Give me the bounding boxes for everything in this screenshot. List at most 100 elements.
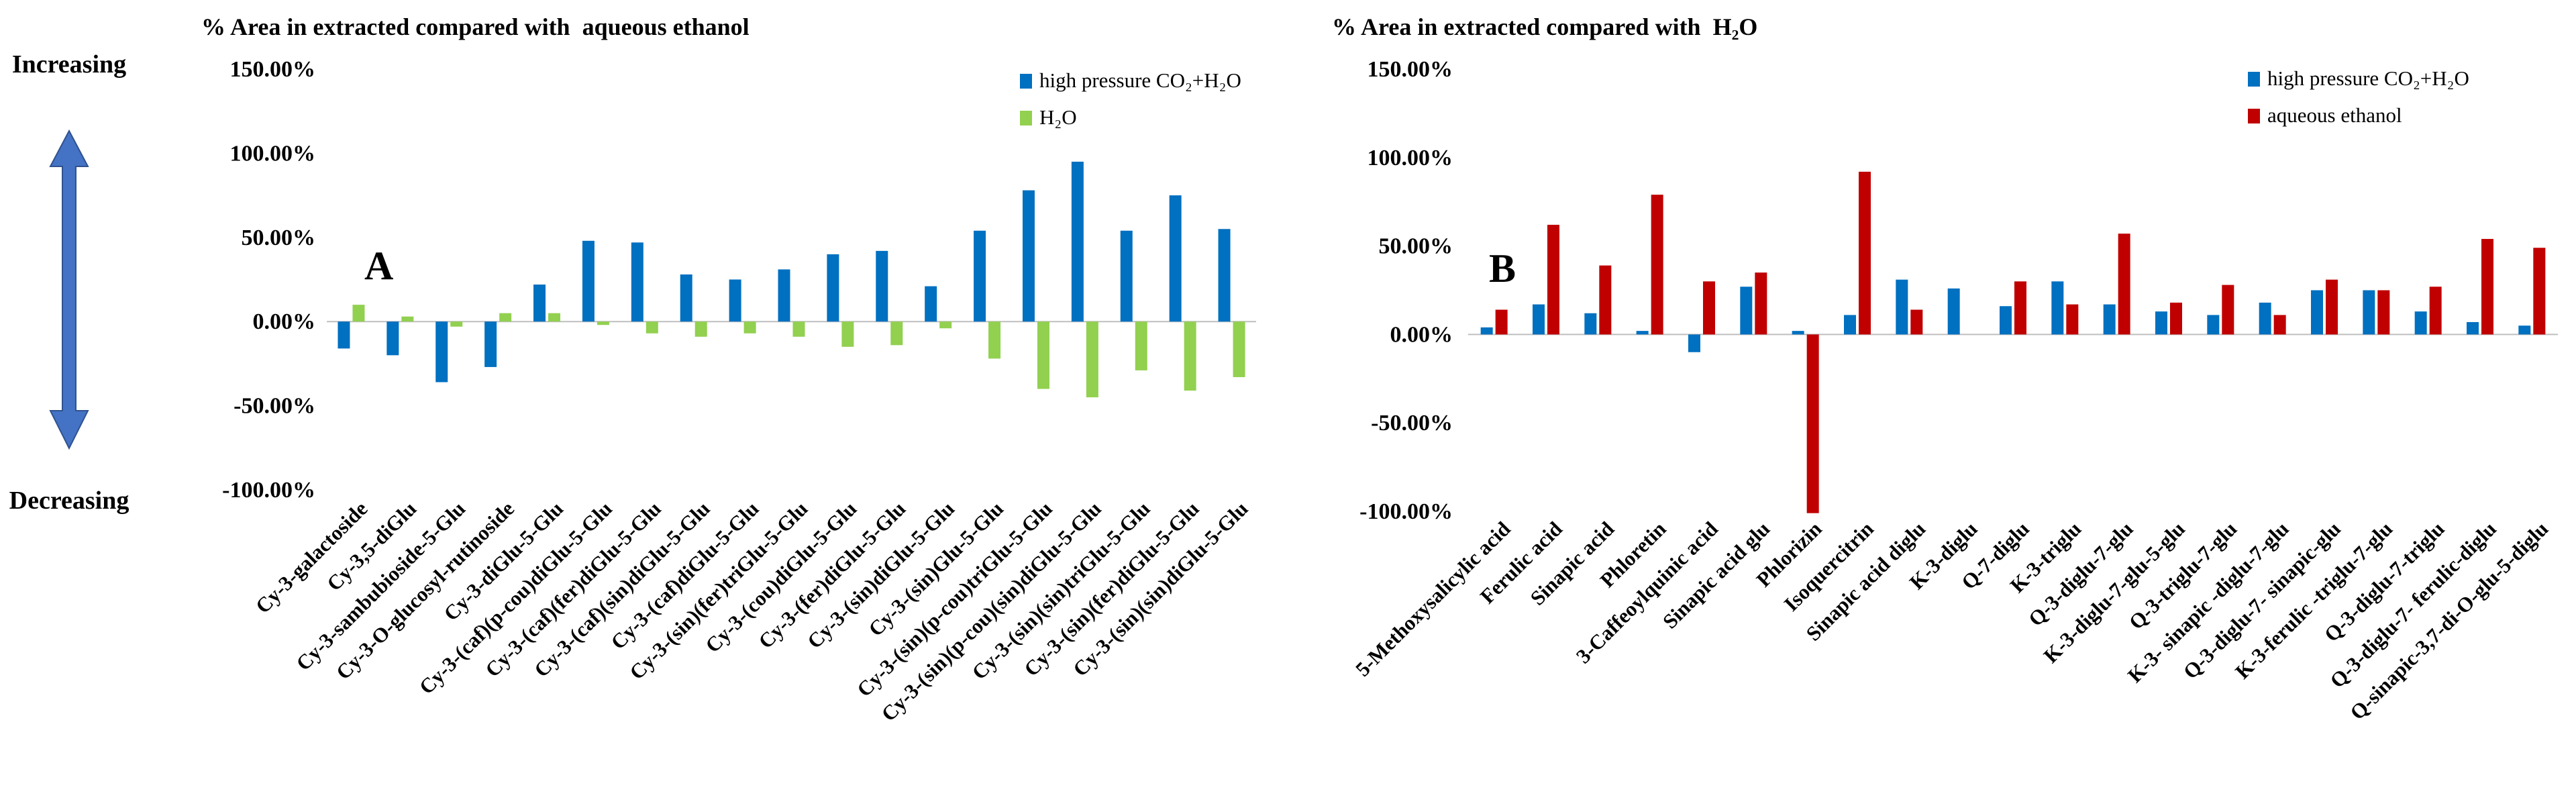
bar-b-s1-17 <box>2377 290 2390 335</box>
bar-a-s0-15 <box>1071 161 1084 322</box>
chart-a: % Area in extracted compared with aqueou… <box>201 13 1256 726</box>
bar-b-s1-15 <box>2273 315 2286 335</box>
bar-a-s0-12 <box>925 286 937 322</box>
bar-b-s1-1 <box>1547 224 1559 335</box>
bar-b-s1-7 <box>1859 171 1871 335</box>
bar-b-s0-12 <box>2103 304 2116 335</box>
chart-b-ytick-label: -100.00% <box>1359 499 1453 524</box>
legend-a-label-0: high pressure CO₂+H₂O <box>1039 68 1241 92</box>
bar-b-s1-18 <box>2429 287 2442 335</box>
chart-b-legend: high pressure CO₂+H₂O aqueous ethanol <box>2248 66 2469 127</box>
double-arrow-shape <box>49 129 89 450</box>
bar-a-s1-9 <box>792 321 805 337</box>
bar-a-s0-5 <box>582 240 595 322</box>
bar-a-s1-18 <box>1233 321 1245 377</box>
chart-b-bars <box>1480 171 2546 513</box>
bar-b-s1-4 <box>1703 281 1715 335</box>
bar-a-s0-11 <box>876 250 888 322</box>
bar-b-s0-0 <box>1480 327 1493 335</box>
chart-a-ytick-label: -100.00% <box>222 478 315 503</box>
chart-b-title: % Area in extracted compared with H₂O <box>1332 13 1757 40</box>
chart-a-xticks: Cy-3-galactosideCy-3,5-diGluCy-3-sambubi… <box>251 497 1253 725</box>
chart-a-panel-label: A <box>364 244 393 288</box>
bar-b-s1-14 <box>2222 285 2234 335</box>
bar-b-s0-6 <box>1792 331 1804 335</box>
chart-a-bars <box>338 161 1245 398</box>
bar-a-s0-10 <box>827 254 839 322</box>
chart-b-ytick-label: 100.00% <box>1368 146 1453 170</box>
bar-b-s0-15 <box>2259 302 2271 335</box>
bar-a-s1-3 <box>499 313 512 322</box>
bar-a-s0-7 <box>680 274 692 322</box>
chart-b-ytick-label: 0.00% <box>1390 322 1453 347</box>
bar-b-s1-0 <box>1495 309 1508 335</box>
bar-b-s0-11 <box>2051 281 2064 335</box>
bar-a-s1-15 <box>1086 321 1098 398</box>
bar-b-s0-5 <box>1740 287 1753 335</box>
bar-b-s1-3 <box>1651 195 1663 335</box>
bar-b-s1-8 <box>1910 309 1923 335</box>
bar-b-s1-5 <box>1755 272 1767 335</box>
bar-a-s0-14 <box>1022 190 1035 322</box>
bar-b-s0-20 <box>2518 325 2531 335</box>
chart-a-legend: high pressure CO₂+H₂O H₂O <box>1020 68 1241 129</box>
legend-b-swatch-1 <box>2248 109 2260 123</box>
bar-b-s1-12 <box>2118 234 2130 335</box>
bar-a-s1-11 <box>890 321 903 346</box>
chart-a-ytick-label: 0.00% <box>253 309 316 334</box>
bar-b-s0-17 <box>2363 290 2375 335</box>
bar-b-s1-11 <box>2066 304 2079 335</box>
bar-b-s1-6 <box>1806 334 1819 513</box>
bar-b-s0-3 <box>1636 331 1649 335</box>
bar-b-s1-10 <box>2014 281 2026 335</box>
bar-a-s0-4 <box>533 285 546 322</box>
legend-a-swatch-0 <box>1020 74 1032 89</box>
bar-a-s1-8 <box>743 321 756 334</box>
bar-a-s0-1 <box>387 321 399 356</box>
bar-b-s1-20 <box>2533 248 2546 335</box>
bar-a-s0-16 <box>1120 230 1133 322</box>
bar-a-s0-17 <box>1169 195 1182 322</box>
bar-a-s1-5 <box>597 321 609 325</box>
bar-a-s0-6 <box>631 242 643 322</box>
bar-b-s1-2 <box>1599 265 1612 335</box>
bar-b-s0-9 <box>1947 288 1960 335</box>
decreasing-label: Decreasing <box>9 487 130 515</box>
bar-a-s1-2 <box>450 321 463 327</box>
bar-b-s0-10 <box>2000 306 2012 335</box>
bar-b-s0-16 <box>2311 290 2323 335</box>
bar-a-s0-18 <box>1218 229 1231 322</box>
bar-a-s0-9 <box>778 269 790 322</box>
legend-a-swatch-1 <box>1020 111 1032 125</box>
bar-b-s0-2 <box>1584 313 1597 335</box>
bar-a-s1-6 <box>646 321 658 334</box>
chart-b-ytick-label: 150.00% <box>1368 57 1453 82</box>
bar-a-s1-1 <box>401 316 414 322</box>
bar-b-s0-14 <box>2207 315 2220 335</box>
chart-b-ytick-label: 50.00% <box>1379 234 1453 259</box>
bar-b-s0-19 <box>2467 321 2479 335</box>
chart-b-yticks: -100.00% -50.00% 0.00% 50.00% 100.00% 150.00% <box>1359 57 2558 524</box>
bar-a-s1-0 <box>352 305 365 322</box>
bar-a-s1-13 <box>988 321 1001 359</box>
bar-a-s1-17 <box>1184 321 1196 391</box>
chart-a-yticks: -100.00% -50.00% 0.00% 50.00% 100.00% 150.00% <box>222 57 1256 503</box>
chart-a-title: % Area in extracted compared with aqueou… <box>201 13 750 40</box>
bar-a-s0-2 <box>435 321 448 383</box>
bar-b-s0-18 <box>2414 311 2427 335</box>
legend-a-label-1: H₂O <box>1039 105 1077 129</box>
bar-b-s0-8 <box>1896 279 1908 335</box>
double-arrow-icon <box>49 129 89 450</box>
legend-b-swatch-0 <box>2248 72 2260 87</box>
bar-a-s1-16 <box>1135 321 1147 370</box>
bar-b-s0-13 <box>2155 311 2167 335</box>
bar-a-s0-3 <box>484 321 497 367</box>
chart-b: % Area in extracted compared with H₂O B … <box>1332 13 2558 724</box>
legend-b-label-0: high pressure CO₂+H₂O <box>2267 66 2469 90</box>
chart-b-ytick-label: -50.00% <box>1371 411 1453 436</box>
bar-a-s1-4 <box>548 313 561 322</box>
bar-a-s1-12 <box>939 321 952 329</box>
chart-a-ytick-label: -50.00% <box>234 394 315 419</box>
bar-b-s1-16 <box>2326 279 2338 335</box>
